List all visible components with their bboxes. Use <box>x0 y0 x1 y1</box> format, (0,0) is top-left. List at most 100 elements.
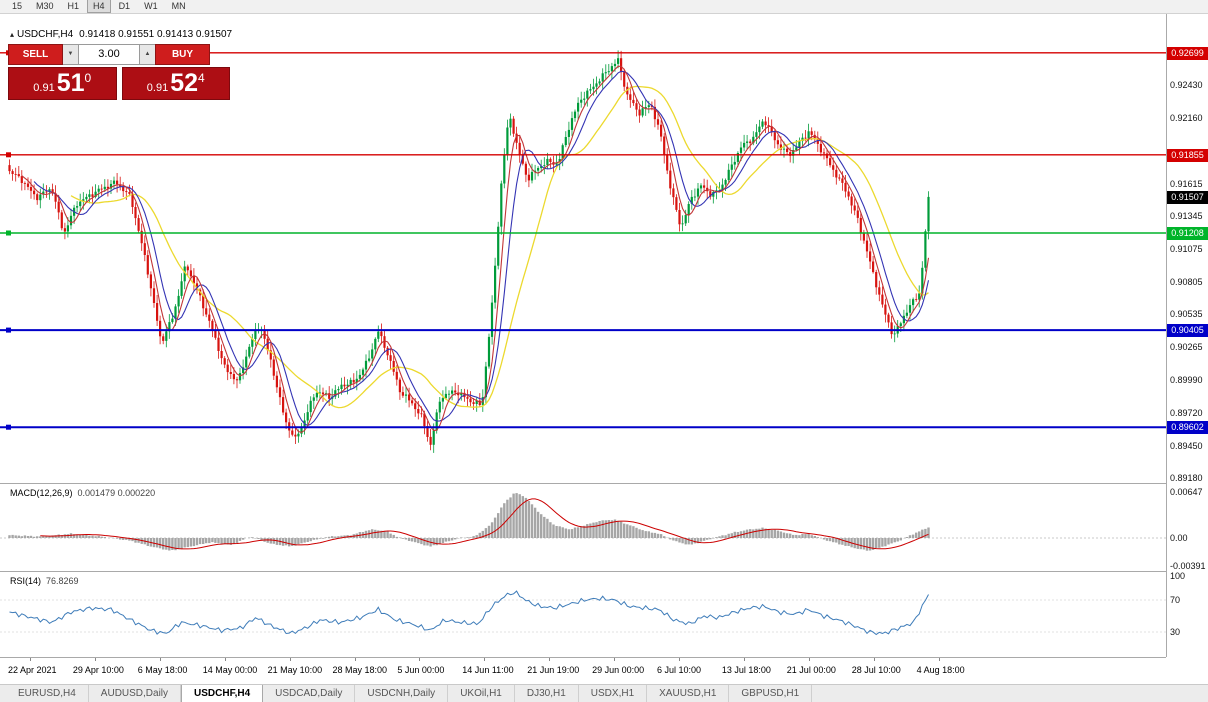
macd-signal-line <box>40 498 929 550</box>
time-axis-label: 14 Jun 11:00 <box>462 665 514 675</box>
price-axis-tick: 0.91615 <box>1170 178 1203 189</box>
buy-price-sup: 4 <box>198 71 205 85</box>
price-axis-tick: 0.91345 <box>1170 211 1203 222</box>
level-price-badge: 0.91855 <box>1167 148 1208 162</box>
time-axis-mark <box>484 658 486 661</box>
time-axis-mark <box>873 658 875 661</box>
chart-symbol-title: USDCHF,H4 <box>17 29 74 40</box>
time-axis-mark <box>94 658 96 661</box>
chart-tab-bar: EURUSD,H4 AUDUSD,Daily USDCHF,H4 USDCAD,Dai… <box>0 684 1208 702</box>
sell-price-prefix: 0.91 <box>33 82 55 94</box>
timeframe-button-15[interactable]: 15 <box>12 1 23 11</box>
macd-name: MACD(12,26,9) <box>10 488 73 498</box>
price-axis-tick: 0.90535 <box>1170 309 1203 320</box>
macd-indicator-chart[interactable] <box>0 483 1166 571</box>
macd-axis-tick: 0.00 <box>1170 533 1188 543</box>
volume-input[interactable]: 3.00 <box>78 44 140 65</box>
timeframe-button-d1[interactable]: D1 <box>118 1 131 11</box>
chart-tab-usdcad[interactable]: USDCAD,Daily <box>263 685 356 702</box>
rsi-line <box>9 590 929 636</box>
sell-button[interactable]: SELL <box>8 44 63 65</box>
time-axis-label: 21 Jun 19:00 <box>527 665 580 675</box>
time-axis-mark <box>808 658 810 661</box>
chart-tab-gbpusd[interactable]: GBPUSD,H1 <box>729 685 813 702</box>
buy-price-big: 52 <box>170 69 199 97</box>
price-axis-tick: 0.89720 <box>1170 407 1203 418</box>
time-axis-mark <box>30 658 31 661</box>
time-axis-label: 28 Jul 10:00 <box>851 665 901 675</box>
price-axis-tick: 0.89450 <box>1170 440 1203 451</box>
volume-increase-button[interactable]: ▲ <box>140 44 155 65</box>
current-price-badge: 0.91507 <box>1167 190 1208 204</box>
buy-price-tile[interactable]: 0.91 52 4 <box>121 67 230 100</box>
trade-panel-collapse-icon[interactable]: ▴ <box>10 30 15 39</box>
price-axis-separator <box>1166 14 1167 657</box>
chart-tab-audusd[interactable]: AUDUSD,Daily <box>89 685 182 702</box>
time-axis-label: 6 May 18:00 <box>137 665 188 675</box>
panel-separator[interactable] <box>0 483 1166 484</box>
chart-tab-usdcnh[interactable]: USDCNH,Daily <box>355 685 449 702</box>
price-axis-tick: 0.91075 <box>1170 244 1203 255</box>
price-axis-tick: 0.90265 <box>1170 342 1203 352</box>
volume-decrease-button[interactable]: ▼ <box>63 44 78 65</box>
time-axis-mark <box>549 658 551 661</box>
moving-averages-layer <box>21 65 930 433</box>
buy-price-prefix: 0.91 <box>146 82 169 94</box>
rsi-value: 76.8269 <box>46 576 79 586</box>
chart-tab-usdx[interactable]: USDX,H1 <box>579 685 648 702</box>
timeframe-button-m30[interactable]: M30 <box>36 1 54 11</box>
macd-axis-tick: 0.00647 <box>1170 486 1203 497</box>
time-axis-mark <box>679 658 680 661</box>
time-axis-mark <box>938 658 940 661</box>
panel-separator[interactable] <box>0 571 1166 572</box>
candles-layer <box>8 50 930 453</box>
chart-tab-dj30[interactable]: DJ30,H1 <box>515 685 579 702</box>
time-axis-label: 21 Jul 00:00 <box>786 665 836 675</box>
rsi-indicator-chart[interactable] <box>0 571 1166 657</box>
rsi-axis-tick: 30 <box>1170 627 1181 637</box>
time-axis-label: 13 Jul 18:00 <box>721 665 771 675</box>
chart-tab-eurusd[interactable]: EURUSD,H4 <box>6 685 89 702</box>
sell-price-tile[interactable]: 0.91 51 0 <box>8 67 117 100</box>
level-price-badge: 0.89602 <box>1167 421 1208 435</box>
chart-title-bar: ▴ USDCHF,H4 0.91418 0.91551 0.91413 0.9150… <box>10 29 232 40</box>
chart-tab-usdchf[interactable]: USDCHF,H4 <box>181 685 264 702</box>
macd-values: 0.001479 0.000220 <box>77 488 156 498</box>
time-axis-mark <box>419 658 421 661</box>
timeframe-button-h1[interactable]: H1 <box>67 1 80 11</box>
time-axis-label: 6 Jul 10:00 <box>657 665 702 675</box>
main-price-chart[interactable] <box>0 14 1166 483</box>
time-axis-label: 14 May 00:00 <box>202 665 258 675</box>
time-axis-mark <box>354 658 356 661</box>
price-axis-tick: 0.92430 <box>1170 80 1203 91</box>
price-axis: 0.92430 0.92160 0.91615 0.91345 0.91075 0.908… <box>1167 14 1208 657</box>
price-axis-tick: 0.90805 <box>1170 276 1203 287</box>
time-axis-mark <box>743 658 745 661</box>
time-axis-label: 22 Apr 2021 <box>8 665 57 675</box>
rsi-label: RSI(14) 76.8269 <box>10 576 79 586</box>
level-price-badge: 0.92699 <box>1167 46 1208 60</box>
time-axis-mark <box>289 658 291 661</box>
time-axis-label: 4 Aug 18:00 <box>916 665 965 675</box>
time-axis-label: 29 Apr 10:00 <box>72 665 124 675</box>
chart-tab-ukoil[interactable]: UKOil,H1 <box>448 685 515 702</box>
rsi-name: RSI(14) <box>10 576 42 586</box>
time-axis-mark <box>159 658 161 661</box>
rsi-axis-tick: 100 <box>1170 571 1186 581</box>
time-axis-label: 21 May 10:00 <box>267 665 323 675</box>
buy-button[interactable]: BUY <box>155 44 210 65</box>
sell-price-sup: 0 <box>84 71 92 85</box>
timeframe-button-h4[interactable]: H4 <box>87 0 111 13</box>
horizontal-level-lines[interactable] <box>0 50 1166 430</box>
timeframe-button-w1[interactable]: W1 <box>144 1 158 11</box>
macd-label: MACD(12,26,9) 0.001479 0.000220 <box>10 488 155 498</box>
rsi-level-lines <box>0 599 1166 633</box>
timeframe-button-mn[interactable]: MN <box>171 1 186 11</box>
time-axis-label: 28 May 18:00 <box>332 665 388 675</box>
sell-price-big: 51 <box>56 69 85 97</box>
macd-axis-tick: -0.00391 <box>1170 560 1206 571</box>
chart-tab-xauusd[interactable]: XAUUSD,H1 <box>647 685 730 702</box>
price-axis-tick: 0.89180 <box>1170 473 1203 484</box>
price-axis-tick: 0.89990 <box>1170 375 1203 386</box>
